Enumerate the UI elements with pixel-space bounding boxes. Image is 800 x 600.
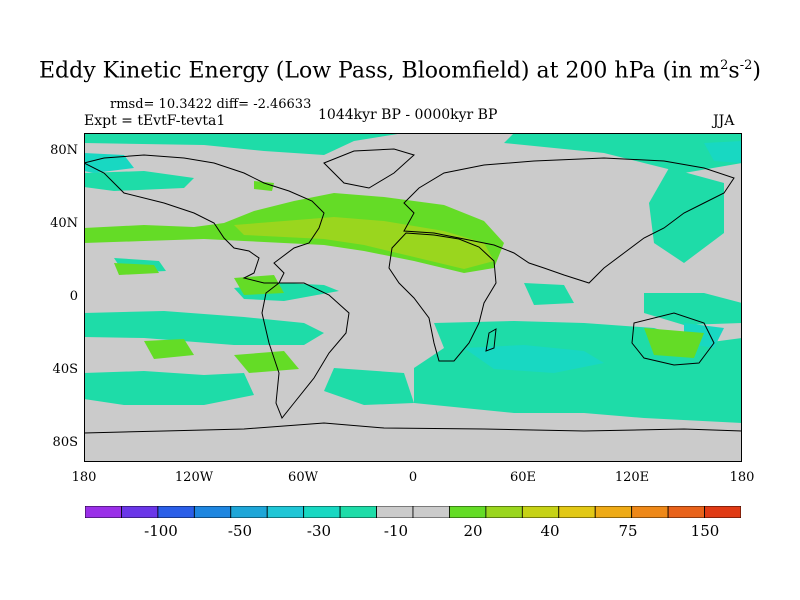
map-frame	[84, 133, 742, 462]
lon-label-60e: 60E	[509, 470, 537, 485]
coastline-madagascar	[485, 328, 497, 352]
colorbar-label: -30	[306, 522, 332, 540]
strong-positive-regions	[234, 217, 494, 269]
coastline-north-america	[84, 154, 325, 284]
lon-label-120w: 120W	[174, 470, 214, 485]
coastline-eurasia	[403, 157, 735, 284]
lon-label-180w: 180	[71, 470, 97, 485]
colorbar-box	[412, 506, 450, 518]
lat-label-80n: 80N	[50, 143, 78, 158]
colorbar-box	[376, 506, 414, 518]
colorbar-box	[230, 506, 268, 518]
lon-label-0: 0	[408, 470, 418, 485]
lon-label-60w: 60W	[288, 470, 318, 485]
strong-negative-regions	[84, 141, 742, 373]
lat-label-80s: 80S	[52, 435, 78, 450]
experiment-label: Expt = tEvtF-tevta1	[84, 113, 226, 129]
colorbar-label: 75	[618, 522, 638, 540]
colorbar-label: 40	[540, 522, 560, 540]
period-label: 1044kyr BP - 0000kyr BP	[318, 107, 498, 123]
colorbar-box	[449, 506, 487, 518]
colorbar-box	[157, 506, 195, 518]
coastline-greenland	[323, 148, 415, 189]
colorbar-box	[121, 506, 159, 518]
rmsd-diff-stats: rmsd= 10.3422 diff= -2.46633	[110, 97, 312, 112]
colorbar-box	[303, 506, 341, 518]
colorbar	[85, 506, 741, 518]
lon-label-120e: 120E	[614, 470, 650, 485]
colorbar-box	[485, 506, 523, 518]
colorbar-box	[521, 506, 560, 518]
plot-title: Eddy Kinetic Energy (Low Pass, Bloomfiel…	[39, 58, 761, 84]
coastline-south-america	[261, 282, 350, 419]
coastline-antarctica	[84, 422, 742, 434]
colorbar-box	[704, 506, 741, 518]
lat-label-0: 0	[69, 289, 78, 304]
colorbar-box	[594, 506, 633, 518]
colorbar-label: -50	[227, 522, 253, 540]
colorbar-box	[667, 506, 705, 518]
colorbar-label: -100	[144, 522, 178, 540]
season-label: JJA	[713, 113, 735, 129]
colorbar-box	[631, 506, 669, 518]
coastlines	[84, 148, 742, 434]
colorbar-label: 20	[463, 522, 483, 540]
colorbar-box	[558, 506, 596, 518]
colorbar-box	[85, 506, 122, 518]
colorbar-label: 150	[690, 522, 720, 540]
coastline-africa	[388, 232, 497, 362]
colorbar-box	[339, 506, 377, 518]
lon-label-180e: 180	[729, 470, 755, 485]
colorbar-box	[193, 506, 232, 518]
lat-label-40n: 40N	[50, 216, 78, 231]
lat-label-40s: 40S	[52, 362, 78, 377]
coastline-australia	[631, 312, 715, 366]
eke-difference-map	[84, 133, 742, 462]
colorbar-label: -10	[383, 522, 409, 540]
colorbar-box	[266, 506, 305, 518]
